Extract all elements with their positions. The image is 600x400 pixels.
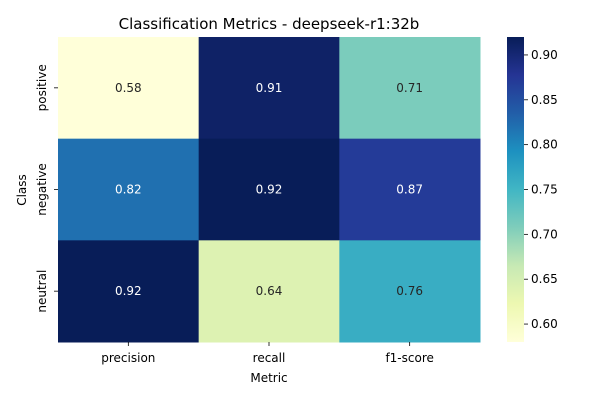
colorbar-tick-label: 0.75 — [531, 183, 558, 197]
colorbar-ticks: 0.60 0.65 0.70 0.75 0.80 0.85 0.90 — [524, 48, 558, 331]
y-tick-label: neutral — [35, 270, 49, 313]
y-tick-label: negative — [35, 163, 49, 215]
colorbar: 0.60 0.65 0.70 0.75 0.80 0.85 0.90 — [507, 37, 558, 342]
colorbar-tick-label: 0.60 — [531, 317, 558, 331]
colorbar-gradient — [507, 37, 524, 342]
colorbar-tick-label: 0.85 — [531, 93, 558, 107]
heatmap-cell-label: 0.64 — [256, 284, 283, 298]
heatmap-cell-label: 0.92 — [256, 183, 283, 197]
colorbar-tick-label: 0.70 — [531, 227, 558, 241]
heatmap-cell-label: 0.71 — [396, 81, 423, 95]
heatmap-cell-positive-precision — [58, 37, 200, 140]
x-axis-ticks: precision recall f1-score — [101, 342, 434, 365]
chart-title: Classification Metrics - deepseek-r1:32b — [119, 15, 420, 33]
heatmap-cell-label: 0.58 — [115, 81, 142, 95]
heatmap-cell-neutral-f1-score — [339, 240, 481, 343]
heatmap-cell-labels: 0.58 0.91 0.71 0.82 0.92 0.87 0.92 0.64 0.76 — [115, 81, 423, 298]
colorbar-tick-label: 0.90 — [531, 48, 558, 62]
heatmap-cell-neutral-recall — [198, 240, 340, 343]
y-tick-label: positive — [35, 64, 49, 111]
heatmap-cell-negative-f1-score — [339, 138, 481, 241]
y-axis-label: Class — [15, 174, 29, 206]
heatmap-cells — [58, 37, 481, 343]
heatmap-cell-positive-f1-score — [339, 37, 481, 140]
heatmap-cell-label: 0.82 — [115, 183, 142, 197]
heatmap-cell-label: 0.91 — [256, 81, 283, 95]
x-axis-label: Metric — [250, 371, 287, 385]
colorbar-tick-label: 0.80 — [531, 138, 558, 152]
heatmap-cell-negative-recall — [198, 138, 340, 241]
heatmap-cell-label: 0.87 — [396, 183, 423, 197]
heatmap-cell-positive-recall — [198, 37, 340, 140]
colorbar-tick-label: 0.65 — [531, 272, 558, 286]
x-tick-label: precision — [101, 351, 155, 365]
x-tick-label: f1-score — [385, 351, 433, 365]
heatmap-cell-label: 0.92 — [115, 284, 142, 298]
x-tick-label: recall — [253, 351, 286, 365]
heatmap-cell-neutral-precision — [58, 240, 200, 343]
heatmap-cell-negative-precision — [58, 138, 200, 241]
heatmap-cell-label: 0.76 — [396, 284, 423, 298]
y-axis-ticks: positive negative neutral — [35, 64, 58, 313]
